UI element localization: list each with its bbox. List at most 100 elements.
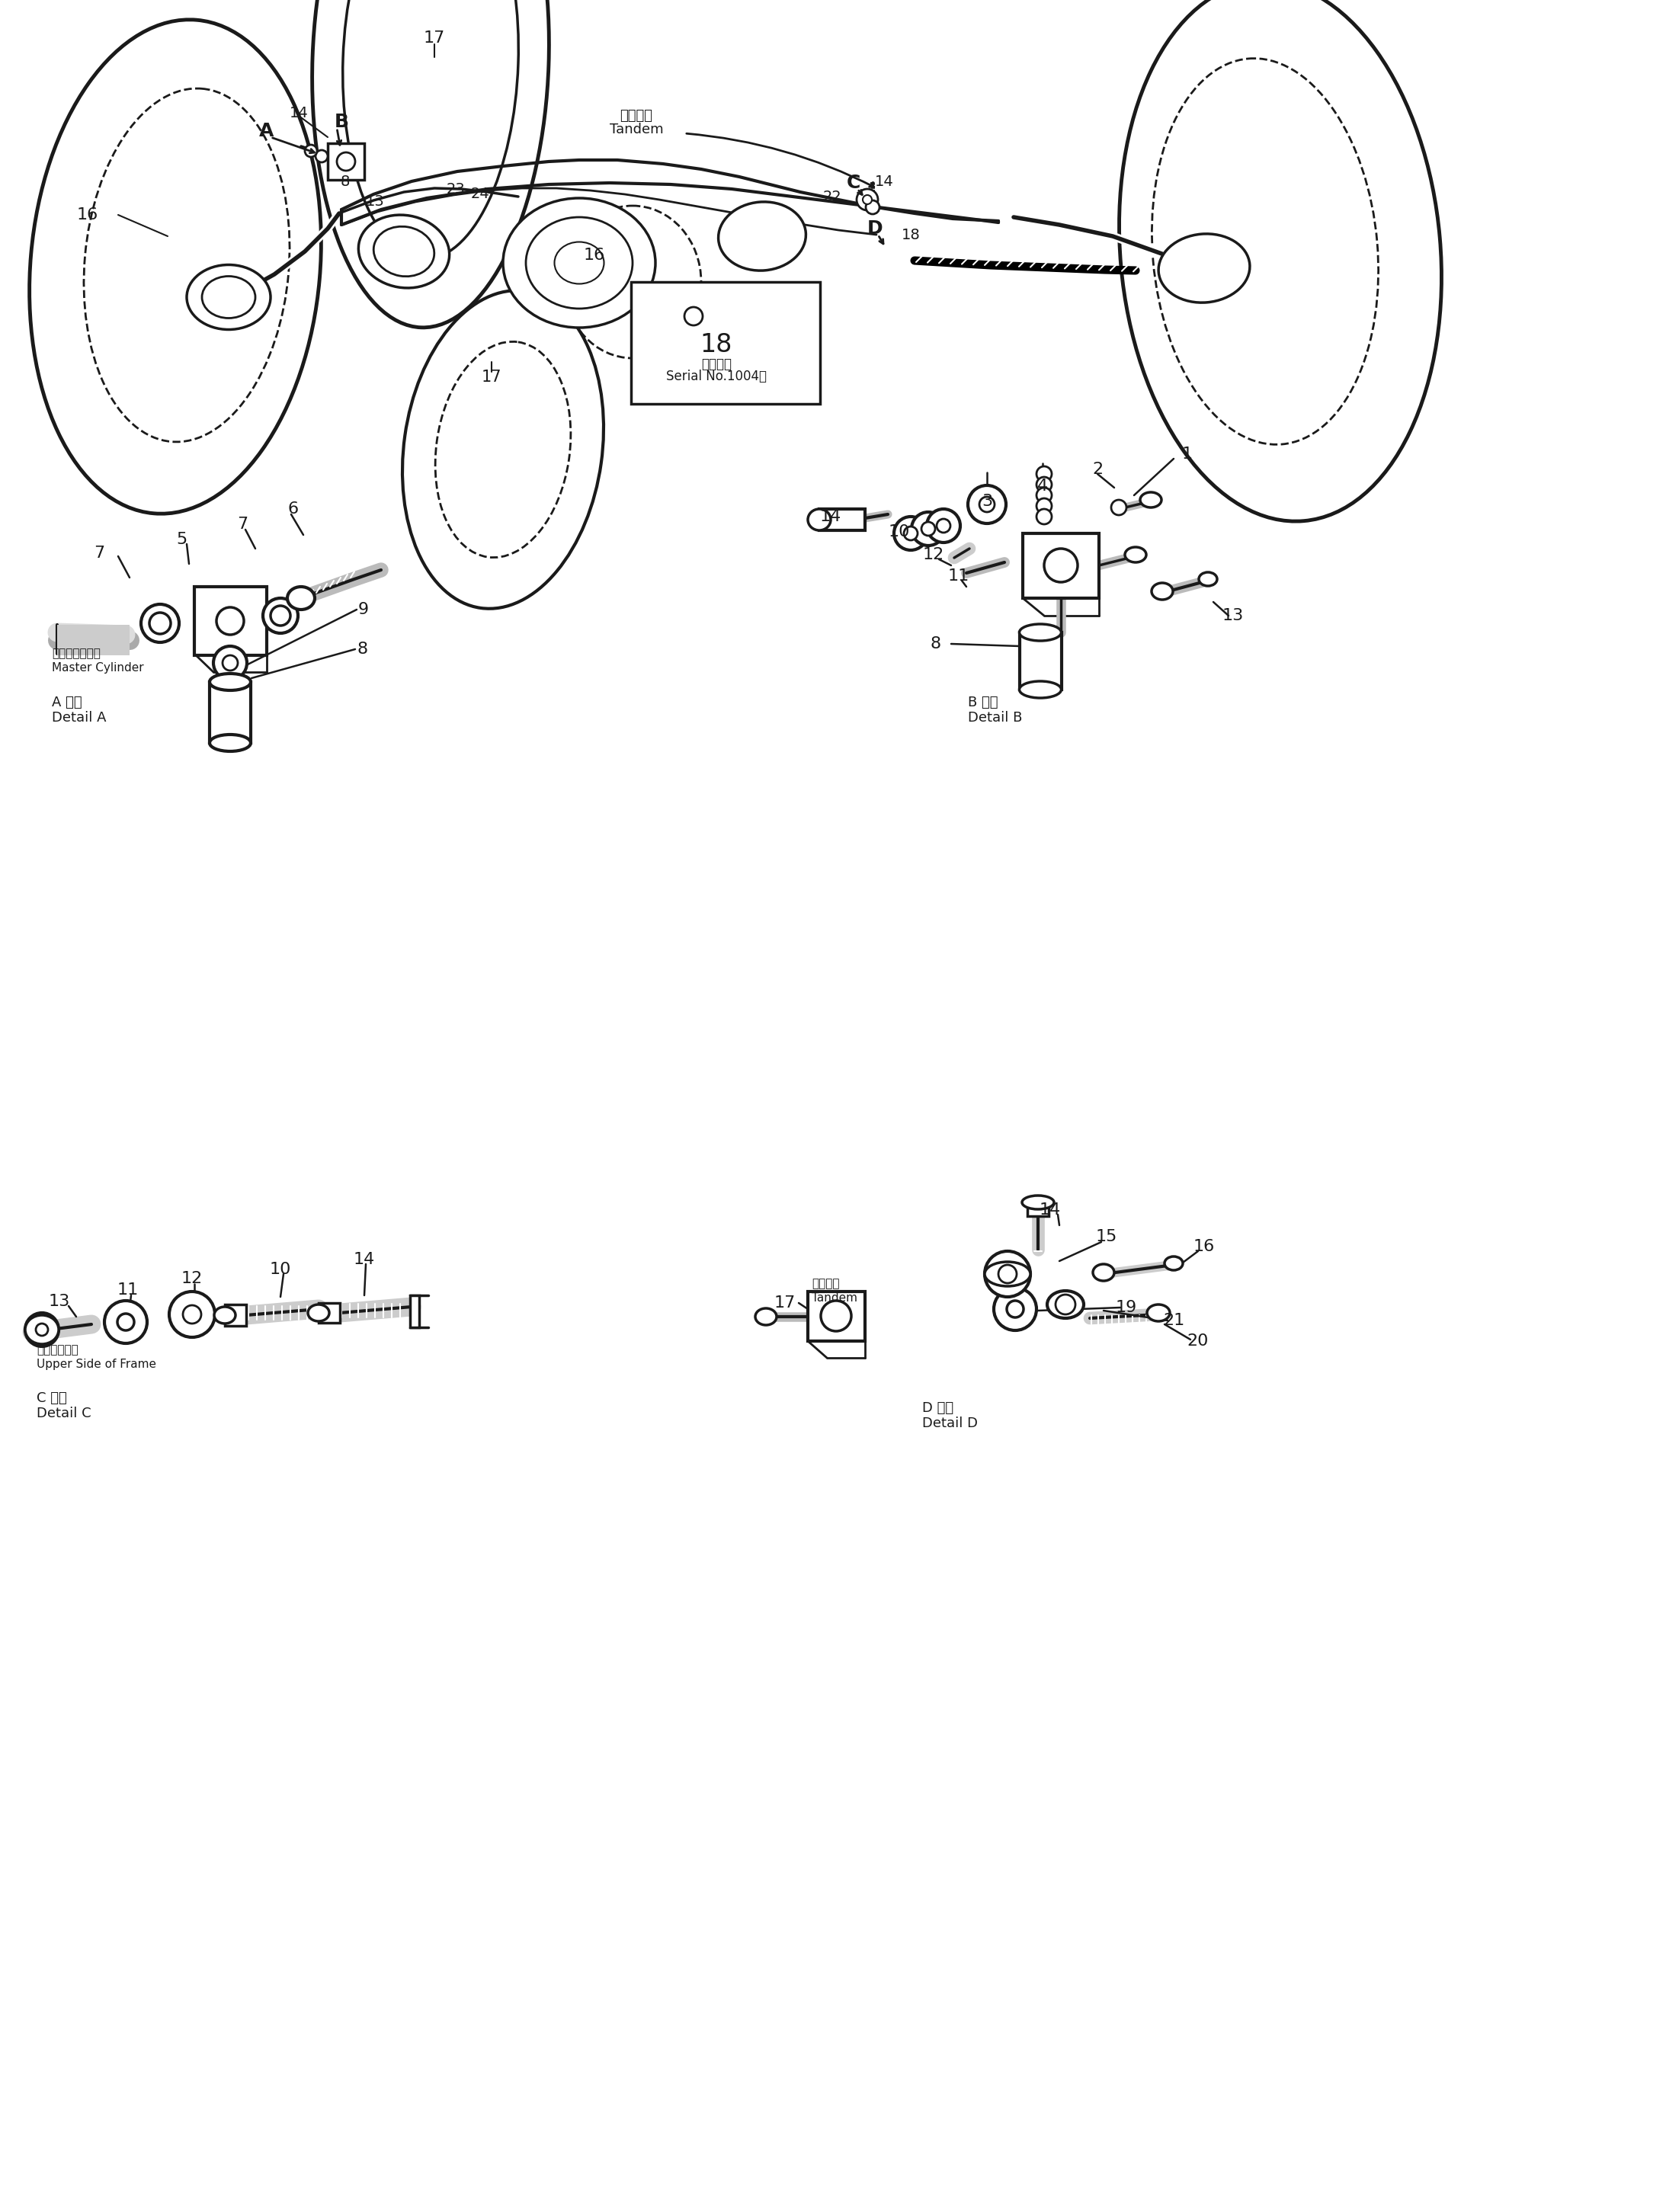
Text: 適用号機: 適用号機 [701,358,731,372]
Text: 15: 15 [1096,1230,1118,1245]
Circle shape [337,153,355,170]
Text: 19: 19 [1116,1301,1138,1316]
Text: 2: 2 [1093,462,1103,478]
Circle shape [315,150,328,161]
Circle shape [223,655,238,670]
Ellipse shape [755,1307,776,1325]
Text: 14: 14 [875,175,893,188]
Text: 5: 5 [177,531,187,546]
Ellipse shape [287,586,315,611]
Ellipse shape [25,1316,58,1345]
Text: 1: 1 [1181,447,1193,462]
Text: 17: 17 [481,369,501,385]
Ellipse shape [1093,1263,1115,1281]
Text: 17: 17 [423,31,445,46]
Text: 14: 14 [820,509,841,524]
Text: 14: 14 [353,1252,375,1267]
Circle shape [911,511,945,546]
Bar [1028,1203,1048,1217]
Circle shape [25,1314,58,1347]
Circle shape [213,646,247,679]
Text: 8: 8 [931,637,941,653]
Bar [195,586,267,655]
Ellipse shape [985,1261,1030,1285]
Bar [1023,533,1100,597]
Ellipse shape [1165,1256,1183,1270]
Text: 21: 21 [1163,1314,1185,1327]
Text: 14: 14 [290,106,308,119]
Circle shape [856,188,878,210]
Text: 13: 13 [48,1294,70,1310]
Ellipse shape [202,276,255,319]
Text: 14: 14 [1040,1203,1061,1217]
Ellipse shape [808,509,831,531]
Circle shape [1036,478,1051,493]
Ellipse shape [373,226,435,276]
Text: D: D [866,219,883,237]
Text: C: C [846,175,861,192]
Circle shape [980,498,995,511]
Bar [410,1296,420,1327]
Bar [808,1292,865,1340]
Ellipse shape [215,1307,235,1323]
Text: 10: 10 [270,1261,292,1276]
Circle shape [1036,498,1051,513]
Circle shape [866,201,880,215]
Text: 9: 9 [358,602,368,617]
Ellipse shape [308,1305,330,1321]
Circle shape [968,484,1006,524]
Ellipse shape [1020,624,1061,641]
Circle shape [1036,467,1051,482]
Circle shape [270,606,290,626]
Text: 7: 7 [93,546,105,562]
Text: マスタシリンダ: マスタシリンダ [52,648,100,659]
Ellipse shape [1158,234,1250,303]
Circle shape [37,1323,48,1336]
Text: 11: 11 [948,568,970,584]
Circle shape [1036,509,1051,524]
Ellipse shape [210,675,252,690]
Text: Detail C: Detail C [37,1407,92,1420]
Ellipse shape [210,734,252,752]
Ellipse shape [1125,546,1146,562]
Text: 3: 3 [981,493,993,509]
Circle shape [1006,1301,1023,1318]
Bar [1020,633,1061,690]
Text: 11: 11 [117,1283,138,1298]
Ellipse shape [312,0,550,327]
Circle shape [926,509,960,542]
Bar [328,144,365,179]
Circle shape [305,144,317,157]
Bar [318,1303,340,1323]
Ellipse shape [358,215,450,288]
Circle shape [921,522,935,535]
Text: D 詳細: D 詳細 [923,1400,953,1416]
Circle shape [863,195,871,204]
Ellipse shape [1021,1194,1055,1210]
Ellipse shape [1140,493,1161,507]
Text: 8: 8 [357,641,368,657]
Circle shape [1056,1294,1075,1314]
Text: 18: 18 [700,332,733,356]
Text: Serial No.1004～: Serial No.1004～ [666,369,766,383]
Ellipse shape [343,0,518,259]
Text: 13: 13 [365,195,385,210]
Circle shape [998,1265,1016,1283]
Text: 18: 18 [901,228,920,241]
Bar [820,509,865,531]
Circle shape [150,613,170,635]
Ellipse shape [1200,573,1218,586]
Text: Upper Side of Frame: Upper Side of Frame [37,1358,157,1369]
Circle shape [105,1301,147,1343]
Ellipse shape [187,265,270,330]
Circle shape [821,1301,851,1332]
Text: Detail D: Detail D [923,1416,978,1431]
Circle shape [170,1292,215,1338]
Ellipse shape [1120,0,1441,522]
Text: 12: 12 [923,546,945,562]
Text: タンデム: タンデム [620,108,653,122]
Ellipse shape [526,217,633,310]
Text: 6: 6 [288,502,298,518]
Text: 16: 16 [77,208,98,223]
Circle shape [1036,487,1051,502]
